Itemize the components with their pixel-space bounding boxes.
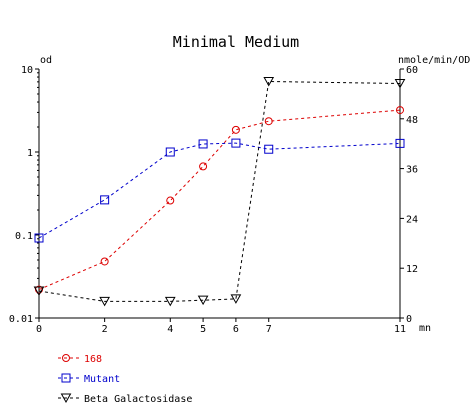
left-tick-label: 10 (21, 65, 33, 76)
series-2 (34, 138, 405, 243)
right-tick-label: 0 (406, 314, 412, 325)
x-tick-label: 0 (36, 324, 42, 335)
data-point (396, 106, 404, 115)
data-point (395, 138, 405, 148)
left-tick-label: 0.01 (9, 314, 33, 325)
series-1 (35, 106, 404, 294)
data-point (33, 286, 45, 297)
legend-item-1: 168 (58, 354, 102, 365)
x-tick-label: 2 (102, 324, 108, 335)
data-point (100, 195, 110, 205)
legend-item-3: Beta Galactosidase (58, 393, 192, 405)
right-tick-label: 36 (406, 165, 418, 176)
x-tick-label: 5 (200, 324, 206, 335)
data-point (99, 296, 110, 307)
data-point (197, 295, 209, 306)
series-line (38, 80, 401, 302)
data-point (100, 257, 109, 266)
data-point (164, 296, 176, 307)
data-point (199, 162, 208, 171)
legend: 168 Mutant Beta Galactosidase (58, 354, 192, 405)
legend-label: 168 (84, 354, 102, 365)
data-point (264, 117, 273, 126)
left-tick-label: 0.1 (15, 231, 33, 242)
data-point (198, 139, 208, 149)
left-axis-label: od (40, 55, 52, 66)
data-point (263, 76, 275, 87)
legend-marker (61, 373, 71, 383)
data-point (231, 125, 240, 134)
legend-marker (60, 393, 72, 404)
right-tick-label: 60 (406, 65, 418, 76)
series-layer (33, 76, 406, 307)
right-tick-label: 12 (406, 264, 418, 275)
series-line (38, 142, 401, 239)
data-point (394, 79, 406, 89)
chart-title: Minimal Medium (173, 33, 299, 51)
legend-item-2: Mutant (58, 373, 120, 385)
data-point (34, 233, 44, 243)
x-tick-label: 11 (394, 324, 406, 335)
x-axis-label: mn (419, 323, 431, 334)
data-point (230, 294, 242, 304)
legend-label: Beta Galactosidase (84, 394, 192, 405)
right-tick-label: 24 (406, 214, 418, 225)
data-point (166, 196, 175, 205)
legend-label: Mutant (84, 374, 120, 385)
data-point (264, 144, 274, 154)
x-tick-label: 4 (167, 324, 173, 335)
right-axis-label: nmole/min/OD (398, 55, 470, 66)
legend-marker (62, 354, 70, 362)
data-point (231, 138, 241, 148)
data-point (165, 147, 175, 157)
series-3 (33, 76, 406, 307)
left-tick-label: 1 (27, 148, 33, 159)
x-tick-label: 6 (233, 324, 239, 335)
right-tick-label: 48 (406, 115, 418, 126)
series-line (38, 109, 401, 291)
x-tick-label: 7 (266, 324, 272, 335)
